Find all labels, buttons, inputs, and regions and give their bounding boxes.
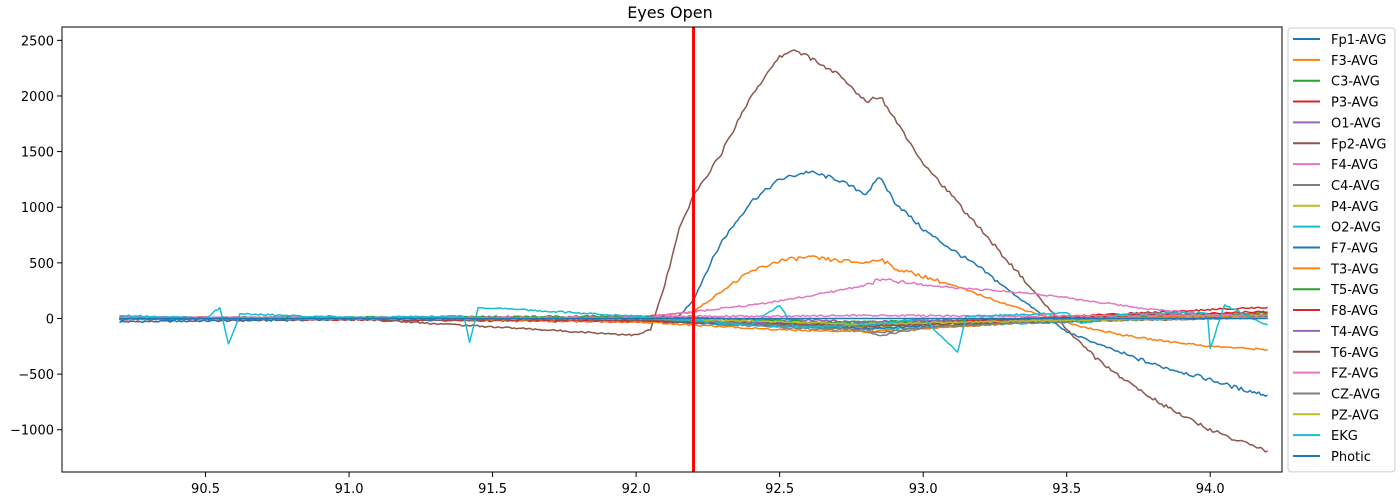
legend: Fp1-AVG F3-AVG C3-AVG P3-AVG O1-AVG Fp2-AVG F4…	[1287, 27, 1396, 473]
y-tick-label: 1500	[21, 146, 54, 161]
y-tick-label: 2000	[21, 90, 54, 105]
legend-label: Photic	[1331, 450, 1371, 465]
legend-label: F7-AVG	[1331, 242, 1378, 257]
legend-label: O2-AVG	[1331, 221, 1381, 236]
legend-item: EKG	[1293, 429, 1358, 444]
x-tick-label: 92.0	[622, 482, 651, 497]
legend-label: CZ-AVG	[1331, 387, 1380, 402]
legend-item: Fp1-AVG	[1293, 33, 1386, 48]
x-tick-label: 94.0	[1196, 482, 1225, 497]
legend-item: F3-AVG	[1293, 54, 1378, 69]
legend-item: F8-AVG	[1293, 304, 1378, 319]
x-tick-label: 90.5	[191, 482, 220, 497]
x-tick-label: 92.5	[765, 482, 794, 497]
legend-label: P3-AVG	[1331, 96, 1379, 111]
legend-label: T4-AVG	[1330, 325, 1379, 340]
chart-title: Eyes Open	[627, 3, 713, 22]
legend-label: EKG	[1331, 429, 1358, 444]
legend-item: O1-AVG	[1293, 116, 1381, 131]
legend-label: T6-AVG	[1330, 346, 1379, 361]
y-tick-label: 0	[46, 312, 54, 327]
legend-label: F3-AVG	[1331, 54, 1378, 69]
legend-label: T5-AVG	[1330, 283, 1379, 298]
y-tick-label: 1000	[21, 201, 54, 216]
legend-label: F4-AVG	[1331, 158, 1378, 173]
legend-label: Fp1-AVG	[1331, 33, 1386, 48]
x-tick-label: 91.0	[335, 482, 364, 497]
legend-item: T3-AVG	[1293, 262, 1379, 277]
legend-item: C3-AVG	[1293, 75, 1380, 90]
legend-label: C3-AVG	[1331, 75, 1380, 90]
legend-item: F4-AVG	[1293, 158, 1378, 173]
legend-item: C4-AVG	[1293, 179, 1380, 194]
legend-item: T5-AVG	[1293, 283, 1379, 298]
legend-item: Fp2-AVG	[1293, 137, 1386, 152]
legend-label: P4-AVG	[1331, 200, 1379, 215]
legend-label: F8-AVG	[1331, 304, 1378, 319]
x-tick-label: 91.5	[478, 482, 507, 497]
x-tick-label: 93.0	[909, 482, 938, 497]
legend-item: O2-AVG	[1293, 221, 1381, 236]
plot-frame	[61, 26, 1283, 473]
legend-item: F7-AVG	[1293, 242, 1378, 257]
legend-box	[1287, 27, 1396, 473]
legend-item: Photic	[1293, 450, 1371, 465]
legend-label: C4-AVG	[1331, 179, 1380, 194]
legend-item: P3-AVG	[1293, 96, 1379, 111]
legend-item: PZ-AVG	[1293, 408, 1379, 423]
y-tick-label: 2500	[21, 34, 54, 49]
plot-area: 90.5 91.0 91.5 92.0 92.5 93.0 93.5 94.0 −1000 −50…	[10, 26, 1283, 497]
legend-label: O1-AVG	[1331, 116, 1381, 131]
legend-item: T4-AVG	[1293, 325, 1379, 340]
y-tick-label: −1000	[10, 424, 54, 439]
legend-item: FZ-AVG	[1293, 367, 1379, 382]
legend-label: PZ-AVG	[1331, 408, 1379, 423]
y-tick-label: 500	[29, 257, 54, 272]
legend-item: CZ-AVG	[1293, 387, 1380, 402]
legend-item: P4-AVG	[1293, 200, 1379, 215]
legend-label: T3-AVG	[1330, 262, 1379, 277]
legend-label: Fp2-AVG	[1331, 137, 1386, 152]
legend-item: T6-AVG	[1293, 346, 1379, 361]
x-tick-label: 93.5	[1052, 482, 1081, 497]
legend-label: FZ-AVG	[1331, 367, 1379, 382]
y-tick-label: −500	[18, 368, 54, 383]
